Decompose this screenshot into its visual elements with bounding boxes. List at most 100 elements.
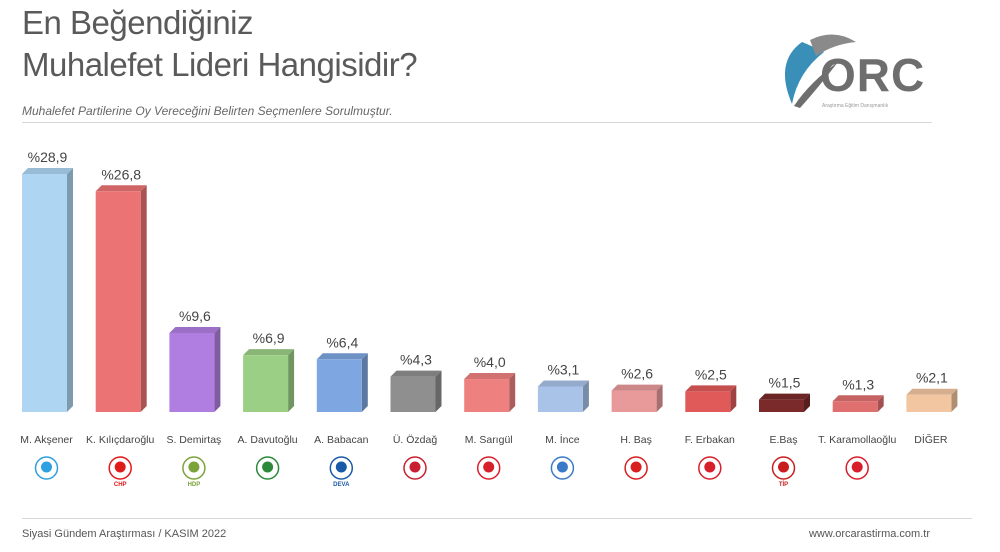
bar-12 <box>832 395 884 412</box>
deva-logo-icon: DEVA <box>329 456 354 488</box>
bar-face <box>169 332 215 412</box>
bar-face <box>390 376 436 412</box>
data-label: %1,5 <box>769 375 801 391</box>
category-label: F. Erbakan <box>685 434 735 446</box>
data-label: %1,3 <box>842 376 874 392</box>
iyi-logo-icon <box>34 456 59 480</box>
data-label: %4,0 <box>474 354 506 370</box>
data-label: %2,6 <box>621 366 653 382</box>
category-label: E.Baş <box>769 434 797 446</box>
bar-side <box>582 380 589 412</box>
bar-top <box>169 326 221 333</box>
bar-top <box>316 353 368 360</box>
zafer-logo-icon <box>403 456 427 480</box>
data-label: %2,1 <box>916 370 948 386</box>
footer-source: Siyasi Gündem Araştırması / KASIM 2022 <box>22 528 227 540</box>
bar-1 <box>22 168 73 412</box>
bar-face <box>22 174 67 412</box>
data-label: %3,1 <box>547 361 579 377</box>
bar-top <box>906 388 958 395</box>
category-label: S. Demirtaş <box>166 434 221 446</box>
bar-3 <box>169 326 221 412</box>
svg-text:DEVA: DEVA <box>333 482 350 488</box>
category-label: DİĞER <box>914 433 948 446</box>
bar-top <box>759 393 810 400</box>
bar-11 <box>759 393 810 412</box>
bar-side <box>509 373 516 412</box>
logo-text: ORC <box>820 49 926 101</box>
bar-face <box>832 401 878 412</box>
bar-face <box>243 355 289 412</box>
category-label: H. Baş <box>620 434 652 446</box>
bar-top <box>243 349 295 356</box>
bar-top <box>464 373 516 380</box>
chart-subtitle: Muhalefet Partilerine Oy Vereceğini Beli… <box>22 104 393 118</box>
data-label: %6,4 <box>326 334 358 350</box>
bar-9 <box>611 384 663 412</box>
bar-side <box>730 385 737 412</box>
yeniden-refah-logo-icon <box>698 456 722 480</box>
svg-text:CHP: CHP <box>114 482 127 488</box>
data-label: %28,9 <box>28 149 68 165</box>
bar-top <box>611 384 663 391</box>
bar-13 <box>906 388 958 412</box>
bar-face <box>611 390 657 412</box>
bar-face <box>316 359 362 412</box>
bar-top <box>390 370 442 377</box>
chart-title-line2: Muhalefet Lideri Hangisidir? <box>22 46 418 83</box>
bar-face <box>95 191 141 412</box>
bar-4 <box>243 349 295 412</box>
bar-top <box>537 380 589 387</box>
bar-face <box>685 391 731 412</box>
tkp-logo-icon <box>624 456 648 480</box>
category-label: A. Babacan <box>314 434 368 446</box>
sarigul-logo-icon <box>476 456 501 480</box>
logo-subtext: Araştırma Eğitim Danışmanlık <box>822 103 889 109</box>
svg-text:TİP: TİP <box>779 481 788 488</box>
category-label: M. Sarıgül <box>465 434 513 446</box>
bar-top <box>685 385 737 392</box>
memleket-logo-icon <box>550 456 575 480</box>
bar-side <box>361 353 368 412</box>
bar-face <box>759 399 804 412</box>
bar-7 <box>464 373 516 412</box>
bar-side <box>67 168 73 412</box>
chp-logo-icon: CHP <box>108 456 132 488</box>
tip-logo-icon: TİP <box>771 456 796 488</box>
bar-side <box>140 185 147 412</box>
footer-website: www.orcarastirma.com.tr <box>808 528 930 540</box>
bar-8 <box>537 380 589 412</box>
bar-side <box>435 370 442 412</box>
bar-side <box>804 393 810 412</box>
data-label: %2,5 <box>695 366 727 382</box>
bar-10 <box>685 385 737 412</box>
category-label: K. Kılıçdaroğlu <box>86 434 154 446</box>
bar-face <box>464 379 510 412</box>
saadet-logo-icon <box>845 456 869 480</box>
bar-top <box>832 395 884 402</box>
gelecek-logo-icon <box>255 456 280 480</box>
data-label: %9,6 <box>179 308 211 324</box>
bar-side <box>877 395 884 412</box>
footer-divider <box>22 518 972 519</box>
bar-side <box>951 388 958 412</box>
bar-face <box>906 394 952 412</box>
category-label: M. İnce <box>545 433 580 446</box>
bar-6 <box>390 370 442 412</box>
bar-5 <box>316 353 368 412</box>
header-divider <box>22 122 932 123</box>
hdp-logo-icon: HDP <box>182 456 206 488</box>
data-label: %26,8 <box>101 166 141 182</box>
bar-2 <box>95 185 147 412</box>
bar-top <box>95 185 147 192</box>
bar-top <box>22 168 73 174</box>
bar-side <box>656 384 663 412</box>
bar-side <box>214 326 221 412</box>
category-label: Ü. Özdağ <box>393 434 438 446</box>
data-label: %4,3 <box>400 352 432 368</box>
bar-face <box>537 386 583 412</box>
category-label: A. Davutoğlu <box>238 434 298 446</box>
orc-logo-icon <box>784 34 856 108</box>
bar-side <box>288 349 295 412</box>
